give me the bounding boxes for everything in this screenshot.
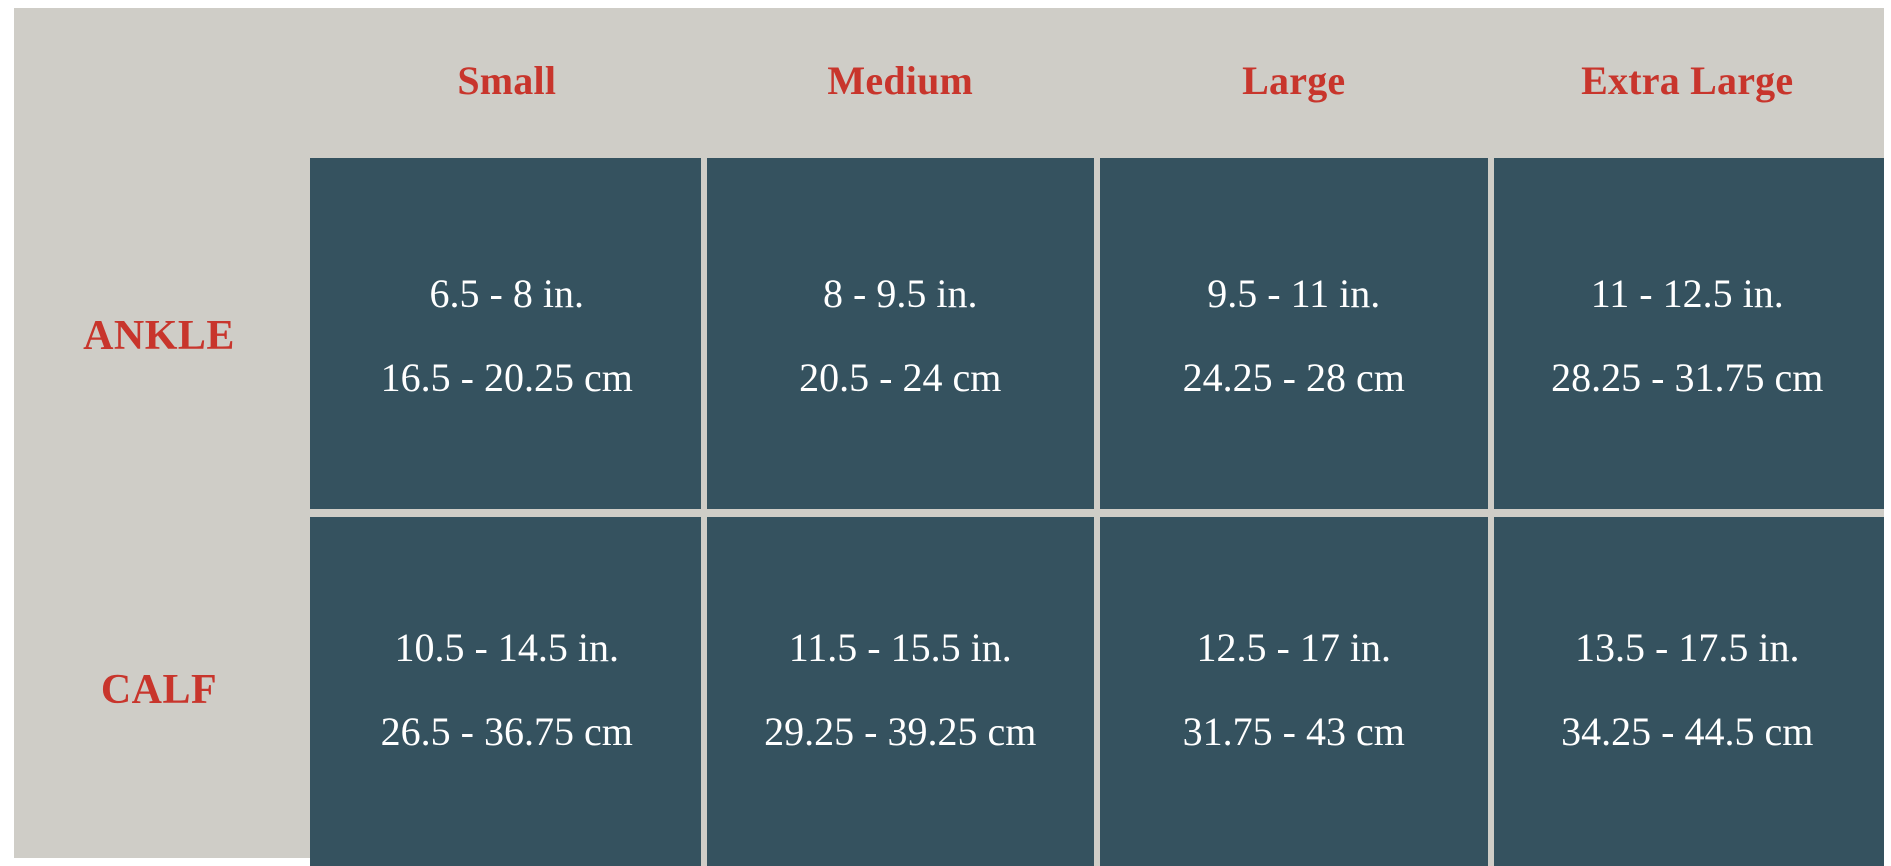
cell-value-inches: 8 - 9.5 in. xyxy=(823,270,978,316)
chart-surface: Small Medium Large Extra Large ANKLE 6.5… xyxy=(14,8,1884,866)
cell-calf-medium: 11.5 - 15.5 in. 29.25 - 39.25 cm xyxy=(700,509,1097,866)
cell-value-cm: 26.5 - 36.75 cm xyxy=(380,708,633,754)
cell-value-inches: 13.5 - 17.5 in. xyxy=(1575,624,1800,670)
cell-ankle-large: 9.5 - 11 in. 24.25 - 28 cm xyxy=(1094,158,1491,513)
cell-ankle-extra-large: 11 - 12.5 in. 28.25 - 31.75 cm xyxy=(1487,158,1884,513)
cell-value-cm: 34.25 - 44.5 cm xyxy=(1561,708,1814,754)
cell-value-inches: 9.5 - 11 in. xyxy=(1207,270,1381,316)
cell-value-inches: 11 - 12.5 in. xyxy=(1590,270,1784,316)
column-header-large: Large xyxy=(1242,57,1346,103)
cell-value-cm: 28.25 - 31.75 cm xyxy=(1551,354,1824,400)
cell-value-cm: 20.5 - 24 cm xyxy=(799,354,1002,400)
cell-value-cm: 24.25 - 28 cm xyxy=(1182,354,1405,400)
cell-value-cm: 29.25 - 39.25 cm xyxy=(764,708,1037,754)
cell-calf-extra-large: 13.5 - 17.5 in. 34.25 - 44.5 cm xyxy=(1487,509,1884,866)
row-label-calf: CALF xyxy=(100,666,218,713)
cell-value-inches: 12.5 - 17 in. xyxy=(1196,624,1391,670)
column-header-extra-large: Extra Large xyxy=(1581,57,1794,103)
cell-calf-large: 12.5 - 17 in. 31.75 - 43 cm xyxy=(1094,509,1491,866)
cell-value-cm: 16.5 - 20.25 cm xyxy=(380,354,633,400)
cell-value-inches: 10.5 - 14.5 in. xyxy=(394,624,619,670)
cell-value-inches: 6.5 - 8 in. xyxy=(429,270,584,316)
cell-calf-small: 10.5 - 14.5 in. 26.5 - 36.75 cm xyxy=(310,509,704,866)
column-header-small: Small xyxy=(457,57,557,103)
cell-ankle-medium: 8 - 9.5 in. 20.5 - 24 cm xyxy=(700,158,1097,513)
column-header-medium: Medium xyxy=(827,57,974,103)
cell-value-inches: 11.5 - 15.5 in. xyxy=(788,624,1012,670)
size-chart-grid: Small Medium Large Extra Large ANKLE 6.5… xyxy=(14,8,1884,866)
cell-ankle-small: 6.5 - 8 in. 16.5 - 20.25 cm xyxy=(310,158,704,513)
row-label-ankle: ANKLE xyxy=(83,312,235,359)
cell-value-cm: 31.75 - 43 cm xyxy=(1182,708,1405,754)
corner-cell xyxy=(14,8,310,158)
